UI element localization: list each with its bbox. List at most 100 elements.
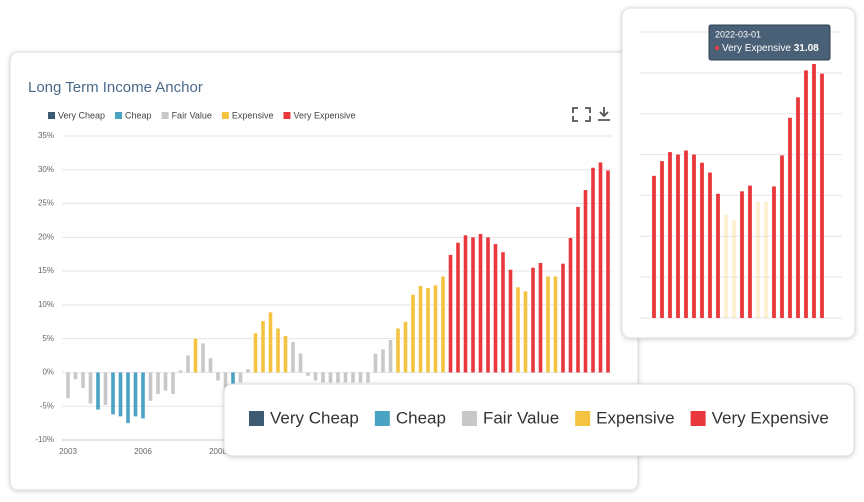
bar: [156, 372, 160, 395]
bar: [788, 117, 792, 318]
bar: [668, 152, 672, 318]
bar: [493, 244, 498, 373]
legend-swatch: [115, 112, 123, 119]
bar: [486, 237, 490, 373]
card-bg: [223, 383, 855, 457]
bar: [463, 235, 468, 373]
tooltip: 2022-03-01 Very Expensive 31.08: [708, 24, 831, 61]
bar: [724, 215, 728, 318]
bar: [508, 269, 513, 373]
tooltip-series: Very Expensive 31.08: [722, 43, 819, 54]
bar: [351, 372, 355, 383]
legend-swatch: [690, 411, 706, 426]
legend-swatch: [249, 411, 264, 426]
tooltip-value: 31.08: [794, 43, 819, 54]
bar: [328, 372, 333, 383]
bar: [568, 238, 573, 373]
bar: [193, 338, 198, 373]
y-tick-label: 10%: [38, 300, 54, 309]
bar: [732, 219, 736, 318]
bar: [796, 97, 800, 318]
tooltip-series-name: Very Expensive: [722, 43, 791, 54]
bar: [231, 372, 235, 389]
bar: [820, 73, 824, 318]
legend-label: Very Expensive: [712, 408, 829, 427]
bar: [103, 372, 108, 405]
bar: [66, 372, 70, 399]
bar: [208, 358, 213, 373]
tooltip-bg: [708, 24, 831, 61]
bar: [652, 175, 656, 318]
download-icon[interactable]: [598, 107, 610, 121]
bar: [276, 328, 280, 373]
bar: [246, 369, 250, 373]
bar: [516, 287, 520, 373]
bar: [660, 161, 664, 318]
bar: [73, 372, 78, 380]
y-tick-label: 20%: [38, 232, 54, 241]
legend-label: Expensive: [596, 408, 674, 427]
y-tick-label: 0%: [42, 368, 54, 377]
bar: [81, 372, 85, 388]
bar: [126, 372, 130, 424]
bar: [756, 201, 760, 318]
legend-label: Expensive: [232, 110, 274, 120]
y-tick-label: 35%: [38, 131, 54, 140]
bar: [812, 64, 816, 318]
legend-swatch: [221, 112, 229, 119]
bar: [216, 372, 220, 381]
legend-swatch: [461, 411, 477, 426]
bar: [411, 294, 415, 373]
legend-label: Very Cheap: [270, 408, 359, 427]
bar: [740, 191, 744, 318]
y-tick-label: 15%: [38, 266, 54, 275]
x-tick-label: 2006: [134, 447, 152, 456]
legend-card: Very Cheap Cheap Fair Value Expensive Very E…: [223, 383, 855, 457]
bar: [501, 252, 505, 373]
bar: [111, 372, 115, 415]
bar: [684, 150, 688, 318]
legend-swatch: [575, 411, 591, 426]
bar: [261, 321, 265, 373]
bar: [804, 70, 808, 318]
legend-label: Very Cheap: [58, 110, 105, 120]
y-tick-label: 30%: [38, 165, 54, 174]
bar: [178, 370, 183, 373]
bar: [591, 167, 595, 373]
bar: [748, 185, 752, 318]
bar: [606, 170, 610, 373]
bar: [716, 193, 720, 318]
bar: [700, 162, 704, 318]
bar: [538, 263, 543, 373]
bar: [291, 342, 295, 373]
y-tick-label: 5%: [42, 334, 54, 343]
legend-swatch: [374, 411, 390, 426]
bar: [598, 162, 603, 373]
bar: [148, 372, 153, 401]
legend-swatch: [161, 112, 169, 119]
bar: [692, 154, 696, 318]
bar: [478, 233, 483, 373]
bar: [764, 201, 768, 318]
bar: [298, 353, 303, 373]
chart-title: Long Term Income Anchor: [28, 79, 203, 96]
bar: [553, 276, 558, 373]
bar: [583, 190, 588, 373]
bar: [186, 355, 190, 373]
y-tick-label: -10%: [35, 435, 54, 444]
bar: [456, 242, 460, 373]
bar: [448, 254, 453, 373]
fullscreen-icon[interactable]: [572, 107, 591, 122]
bar: [283, 335, 288, 373]
bar: [321, 372, 325, 383]
bar: [772, 186, 776, 318]
legend-label: Fair Value: [483, 408, 559, 427]
tooltip-date: 2022-03-01: [715, 29, 761, 39]
bar: [141, 372, 145, 419]
bar: [418, 285, 423, 373]
bar: [676, 154, 680, 318]
bar: [223, 372, 228, 398]
bar: [238, 372, 243, 383]
bar: [433, 285, 438, 373]
bar: [426, 288, 430, 373]
